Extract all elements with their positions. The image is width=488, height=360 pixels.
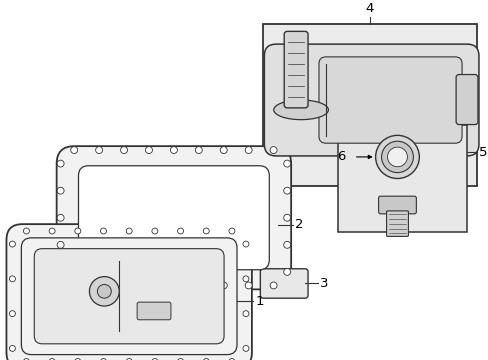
Circle shape <box>269 282 277 289</box>
Circle shape <box>220 147 227 153</box>
Circle shape <box>126 359 132 360</box>
Circle shape <box>57 269 64 275</box>
Circle shape <box>283 214 290 221</box>
Circle shape <box>23 359 29 360</box>
FancyBboxPatch shape <box>318 57 461 143</box>
Circle shape <box>57 160 64 167</box>
Circle shape <box>269 147 277 153</box>
Circle shape <box>89 276 119 306</box>
Circle shape <box>195 282 202 289</box>
FancyBboxPatch shape <box>6 224 251 360</box>
Circle shape <box>228 359 234 360</box>
Circle shape <box>283 160 290 167</box>
Circle shape <box>152 359 158 360</box>
Circle shape <box>49 359 55 360</box>
FancyBboxPatch shape <box>378 196 415 214</box>
Circle shape <box>170 282 177 289</box>
FancyBboxPatch shape <box>21 238 237 355</box>
Circle shape <box>145 147 152 153</box>
Text: 6: 6 <box>337 150 345 163</box>
Circle shape <box>9 311 15 316</box>
Circle shape <box>101 359 106 360</box>
Circle shape <box>283 269 290 275</box>
Circle shape <box>57 242 64 248</box>
Circle shape <box>97 284 111 298</box>
FancyBboxPatch shape <box>386 211 407 237</box>
Circle shape <box>283 187 290 194</box>
FancyBboxPatch shape <box>260 269 307 298</box>
Circle shape <box>243 241 248 247</box>
Text: 3: 3 <box>319 277 328 290</box>
Circle shape <box>75 228 81 234</box>
Circle shape <box>243 276 248 282</box>
Circle shape <box>9 346 15 351</box>
Circle shape <box>121 282 127 289</box>
Circle shape <box>23 228 29 234</box>
Circle shape <box>145 282 152 289</box>
FancyBboxPatch shape <box>57 146 290 289</box>
Circle shape <box>9 276 15 282</box>
Circle shape <box>101 228 106 234</box>
Text: 1: 1 <box>255 294 264 308</box>
Bar <box>337 125 466 233</box>
FancyBboxPatch shape <box>34 249 224 344</box>
Circle shape <box>71 282 78 289</box>
Circle shape <box>152 228 158 234</box>
Circle shape <box>387 147 407 167</box>
FancyBboxPatch shape <box>284 31 307 108</box>
Circle shape <box>49 228 55 234</box>
Circle shape <box>177 228 183 234</box>
Circle shape <box>9 241 15 247</box>
Circle shape <box>75 359 81 360</box>
Circle shape <box>243 311 248 316</box>
Ellipse shape <box>273 100 328 120</box>
FancyBboxPatch shape <box>264 44 478 156</box>
Text: 4: 4 <box>365 2 373 15</box>
Text: 2: 2 <box>295 218 303 231</box>
Circle shape <box>71 147 78 153</box>
Circle shape <box>96 282 102 289</box>
Circle shape <box>220 282 227 289</box>
Circle shape <box>57 214 64 221</box>
Text: 5: 5 <box>478 145 487 158</box>
Circle shape <box>96 147 102 153</box>
Circle shape <box>228 228 234 234</box>
Circle shape <box>244 282 252 289</box>
FancyBboxPatch shape <box>137 302 171 320</box>
Circle shape <box>170 147 177 153</box>
FancyBboxPatch shape <box>79 166 269 270</box>
Circle shape <box>203 228 209 234</box>
Circle shape <box>177 359 183 360</box>
Circle shape <box>121 147 127 153</box>
Circle shape <box>381 141 412 173</box>
Bar <box>263 24 476 186</box>
Circle shape <box>375 135 419 179</box>
Circle shape <box>203 359 209 360</box>
Circle shape <box>283 242 290 248</box>
Circle shape <box>244 147 252 153</box>
Circle shape <box>243 346 248 351</box>
Circle shape <box>57 187 64 194</box>
Circle shape <box>126 228 132 234</box>
Circle shape <box>195 147 202 153</box>
FancyBboxPatch shape <box>455 75 477 125</box>
